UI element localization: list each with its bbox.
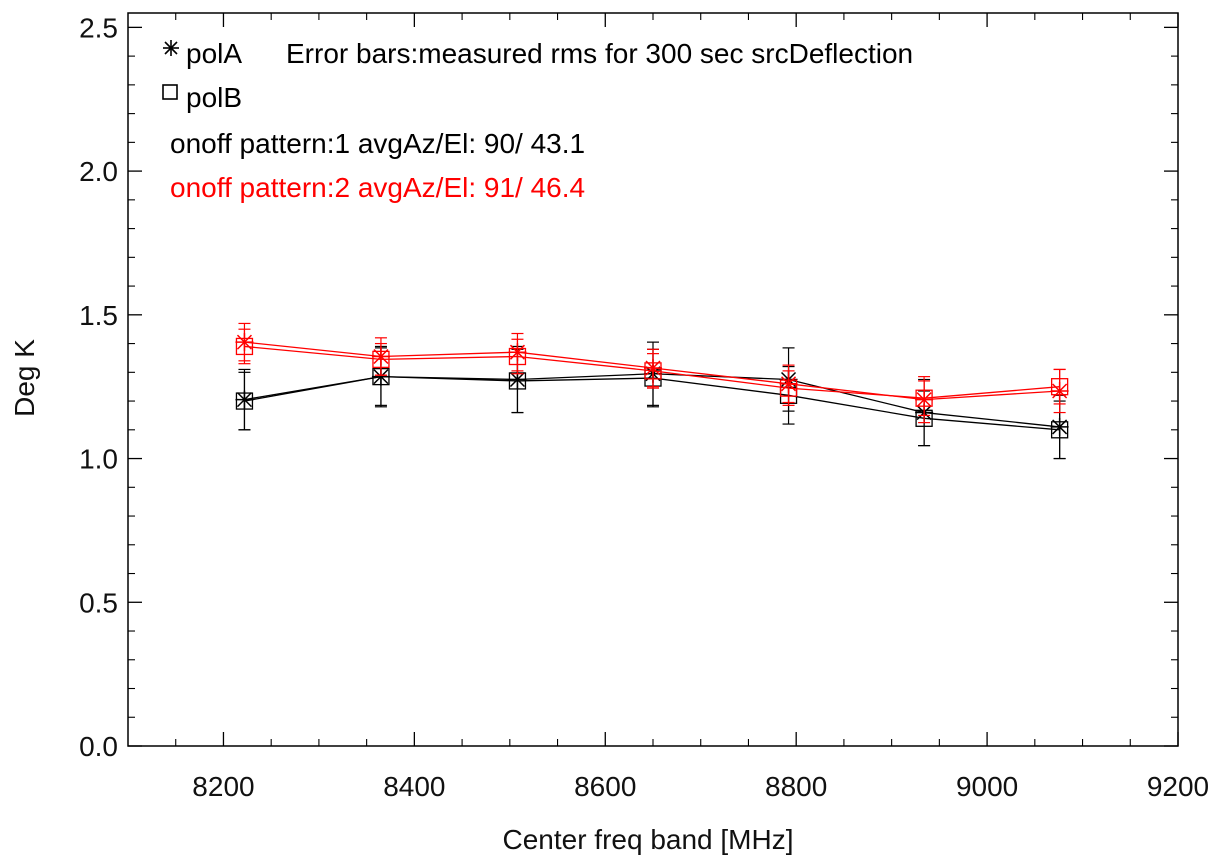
data-point-square <box>779 379 798 397</box>
y-tick-label: 0.5 <box>79 587 118 618</box>
y-tick-label: 2.5 <box>79 12 118 43</box>
series-pattern2-polb <box>235 328 1069 417</box>
data-point-square <box>235 392 254 410</box>
data-layer <box>235 322 1069 460</box>
y-tick-label: 1.5 <box>79 300 118 331</box>
legend-pola-label: polA <box>186 38 242 69</box>
legend-polb-label: polB <box>186 82 242 113</box>
legend-pattern-1: onoff pattern:1 avgAz/El: 90/ 43.1 <box>170 128 585 159</box>
y-tick-label: 1.0 <box>79 444 118 475</box>
data-point-square <box>1050 378 1069 396</box>
x-tick-label: 9000 <box>956 771 1018 802</box>
legend-pattern-2: onoff pattern:2 avgAz/El: 91/ 46.4 <box>170 172 585 203</box>
data-point-square <box>235 337 254 356</box>
series-line <box>244 375 1060 431</box>
legend-asterisk-icon <box>163 40 179 56</box>
y-tick-label: 0.0 <box>79 731 118 762</box>
legend-square-icon <box>162 84 178 100</box>
legend: polA Error bars:measured rms for 300 sec… <box>162 38 913 203</box>
data-point-square <box>644 362 662 380</box>
y-tick-label: 2.0 <box>79 156 118 187</box>
series-pattern1-polb <box>235 347 1069 460</box>
y-axis-title: Deg K <box>9 339 40 417</box>
legend-errorbar-note: Error bars:measured rms for 300 sec srcD… <box>286 38 913 69</box>
data-point-square <box>915 389 933 407</box>
x-tick-label: 8400 <box>383 771 445 802</box>
x-tick-label: 9200 <box>1147 771 1209 802</box>
series-pattern1-pola <box>235 341 1069 460</box>
x-tick-label: 8600 <box>574 771 636 802</box>
axis-ticks: 8200 8400 8600 8800 9000 9200 0.0 0.5 1.0 1.5 2.0 2… <box>79 12 1209 802</box>
x-axis-title: Center freq band [MHz] <box>502 824 793 855</box>
data-point-square <box>508 347 527 366</box>
data-point-square <box>1050 421 1069 439</box>
x-tick-label: 8800 <box>765 771 827 802</box>
x-tick-label: 8200 <box>192 771 254 802</box>
data-point-square <box>372 350 390 369</box>
